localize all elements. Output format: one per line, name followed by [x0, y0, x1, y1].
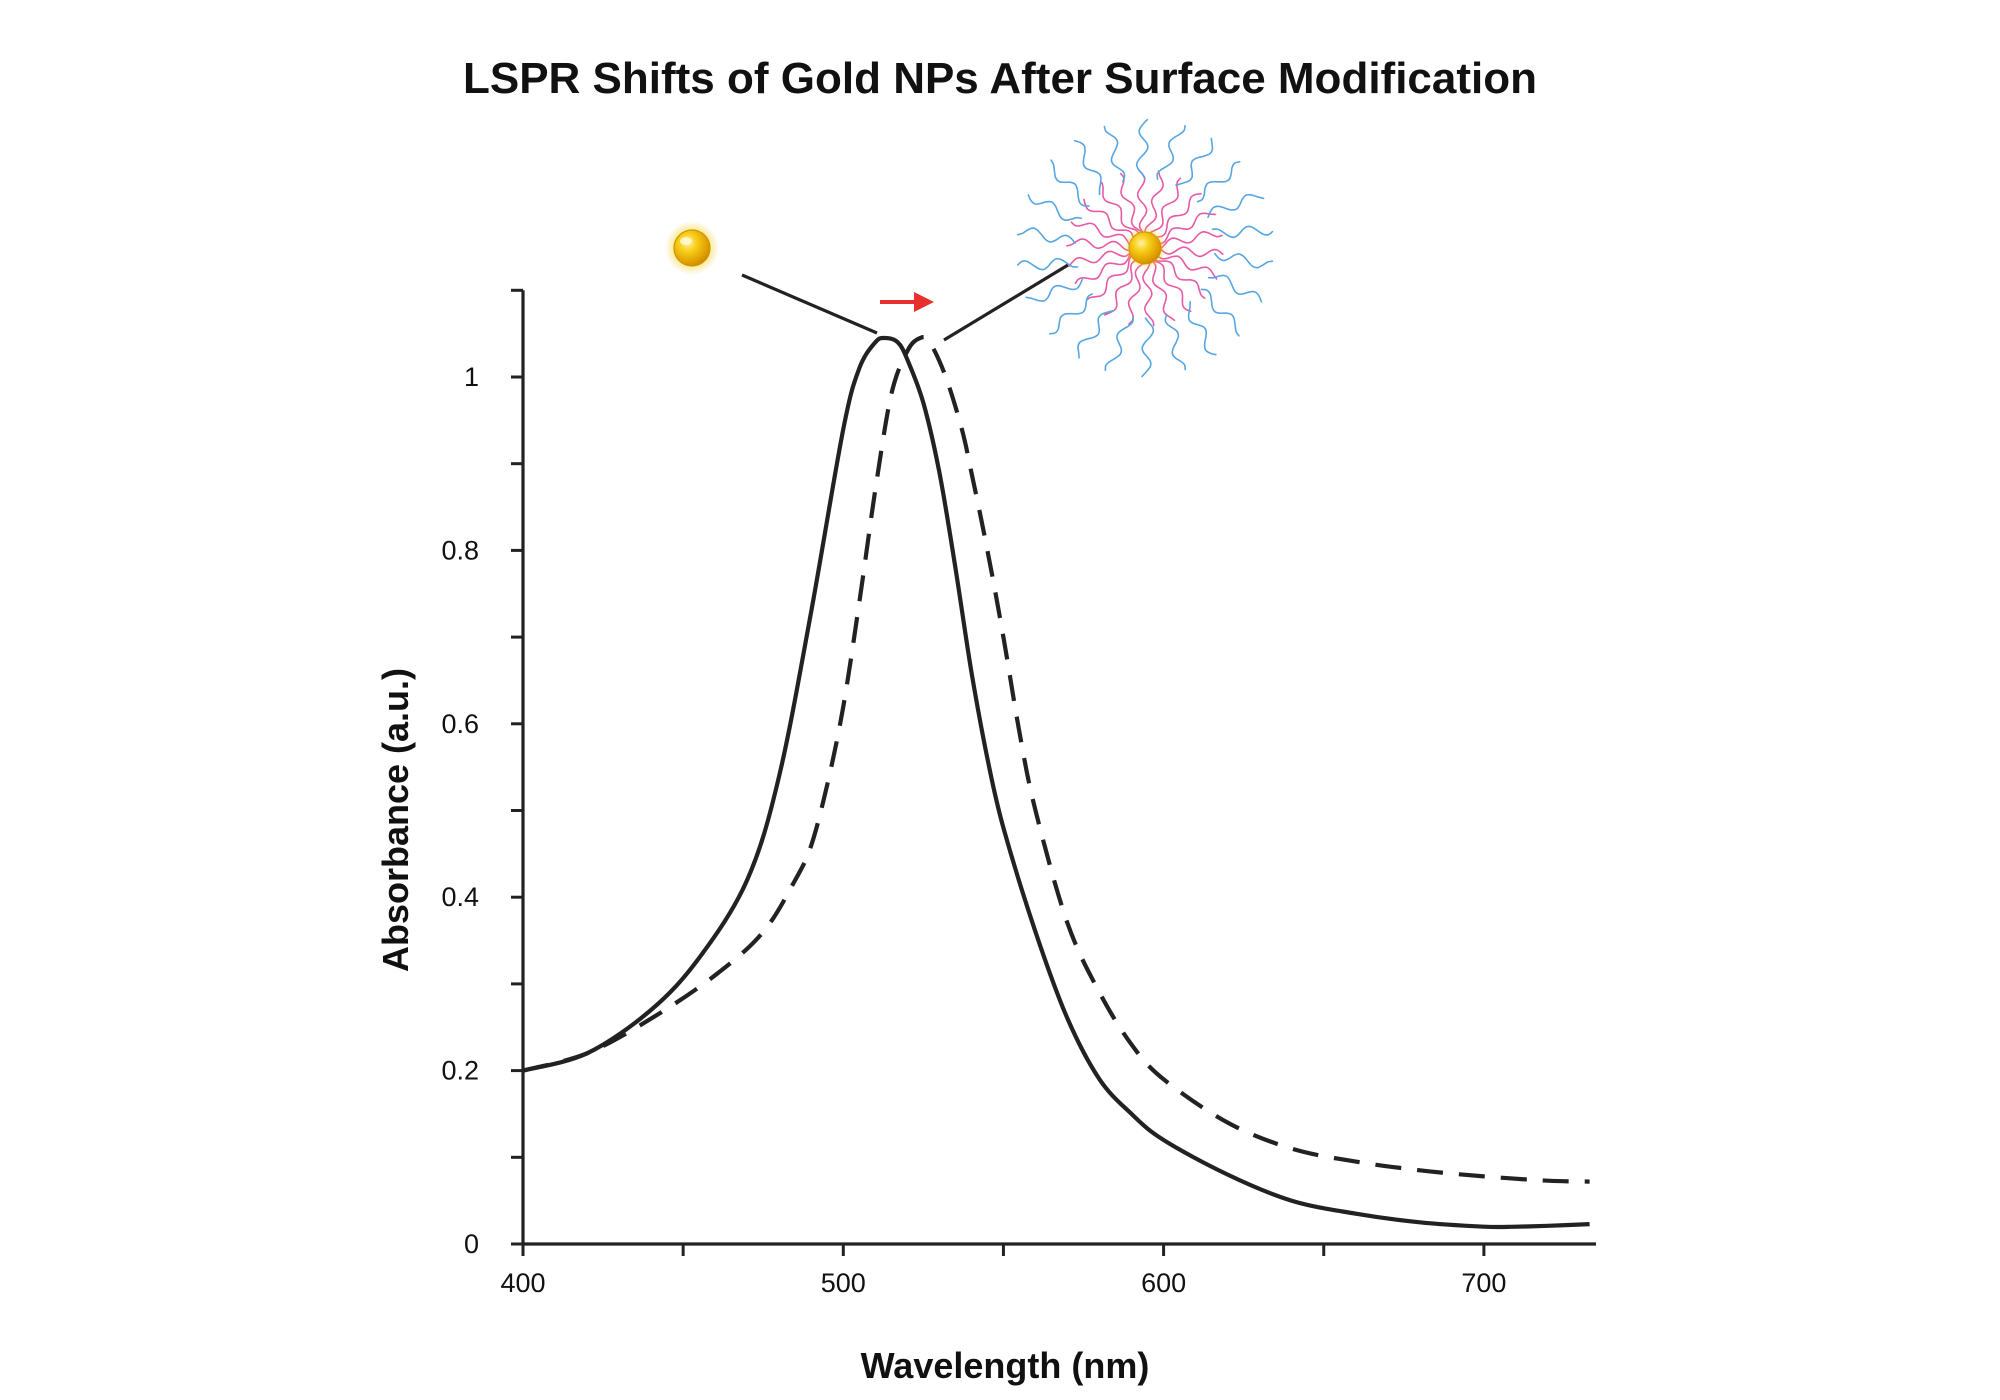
ligand-tail	[1049, 293, 1093, 335]
ligand-tail	[1025, 278, 1084, 302]
ligand-chain	[1156, 192, 1202, 238]
bare-np-leader-line	[741, 273, 878, 335]
y-tick-label: 0.6	[441, 709, 479, 739]
red-shift-arrow-icon	[880, 292, 934, 312]
ligand-tail	[1077, 309, 1115, 359]
ligand-tail	[1187, 300, 1217, 356]
ligand-tail	[1214, 252, 1274, 269]
ligand-tail	[1016, 227, 1076, 244]
y-axis-label: Absorbance (a.u.)	[375, 668, 416, 972]
ligand-tail	[1164, 313, 1187, 371]
ligand-tail	[1141, 317, 1155, 378]
x-tick-label: 400	[500, 1268, 545, 1298]
ligand-tail	[1050, 159, 1090, 207]
ligand-tail	[1211, 225, 1274, 239]
series-layer	[522, 334, 1590, 1230]
x-tick-label: 500	[821, 1268, 866, 1298]
x-axis-label: Wavelength (nm)	[861, 1345, 1150, 1386]
ligand-chain	[1160, 230, 1223, 249]
ligand-chain	[1103, 259, 1136, 316]
ligand-chain	[1074, 253, 1131, 285]
modified-np-spectrum-line	[522, 334, 1590, 1184]
ligand-tail	[1027, 194, 1083, 222]
ligand-chain	[1153, 260, 1192, 312]
ligand-chain	[1149, 177, 1182, 234]
chart-title: LSPR Shifts of Gold NPs After Surface Mo…	[463, 54, 1537, 103]
ligand-tail	[1207, 193, 1265, 219]
ligand-tail	[1200, 288, 1240, 337]
modified-nanoparticle-with-ligands-icon	[1016, 118, 1274, 378]
ligand-tail	[1196, 160, 1241, 203]
ligand-chain	[1144, 170, 1164, 233]
ligand-chain	[1160, 246, 1224, 258]
y-axis: 0 0.2 0.4 0.6 0.8 1	[441, 288, 525, 1259]
ligand-tail	[1073, 140, 1102, 196]
ligand-chain	[1127, 263, 1144, 326]
bare-gold-nanoparticle-icon	[665, 221, 719, 275]
modified-np-leader-line	[943, 263, 1069, 342]
ligand-tail	[1135, 118, 1149, 179]
x-tick-label: 700	[1461, 1268, 1506, 1298]
ligand-tail	[1156, 125, 1186, 180]
ligand-chain	[1070, 221, 1131, 246]
ligand-chain	[1120, 173, 1143, 233]
ligand-chain	[1083, 198, 1135, 238]
ligand-tail	[1017, 257, 1079, 271]
ligand-chain	[1154, 259, 1206, 299]
ligand-np-core	[1128, 231, 1162, 265]
y-tick-label: 0	[464, 1229, 479, 1259]
ligand-chain	[1068, 250, 1131, 267]
y-tick-label: 0.2	[441, 1056, 479, 1086]
y-tick-label: 0.8	[441, 535, 479, 565]
ligand-tail	[1175, 137, 1214, 186]
ligand-tail	[1103, 125, 1126, 183]
y-tick-label: 1	[464, 362, 479, 392]
ligand-tail	[1104, 316, 1134, 372]
ligand-chain	[1136, 169, 1148, 233]
x-axis: 400 500 600 700	[500, 1242, 1596, 1298]
ligand-chain	[1066, 238, 1130, 252]
ligand-chain	[1142, 262, 1155, 327]
annotation-layer	[665, 118, 1274, 378]
ligand-chain	[1085, 255, 1132, 301]
ligand-chain	[1157, 255, 1218, 280]
ligand-chain	[1152, 261, 1176, 322]
ligand-chain	[1101, 182, 1140, 234]
y-tick-label: 0.4	[441, 882, 479, 912]
x-tick-label: 600	[1141, 1268, 1186, 1298]
ligand-tail	[1207, 274, 1263, 303]
ligand-chain	[1160, 212, 1217, 245]
bare-np-spectrum-line	[522, 335, 1590, 1230]
